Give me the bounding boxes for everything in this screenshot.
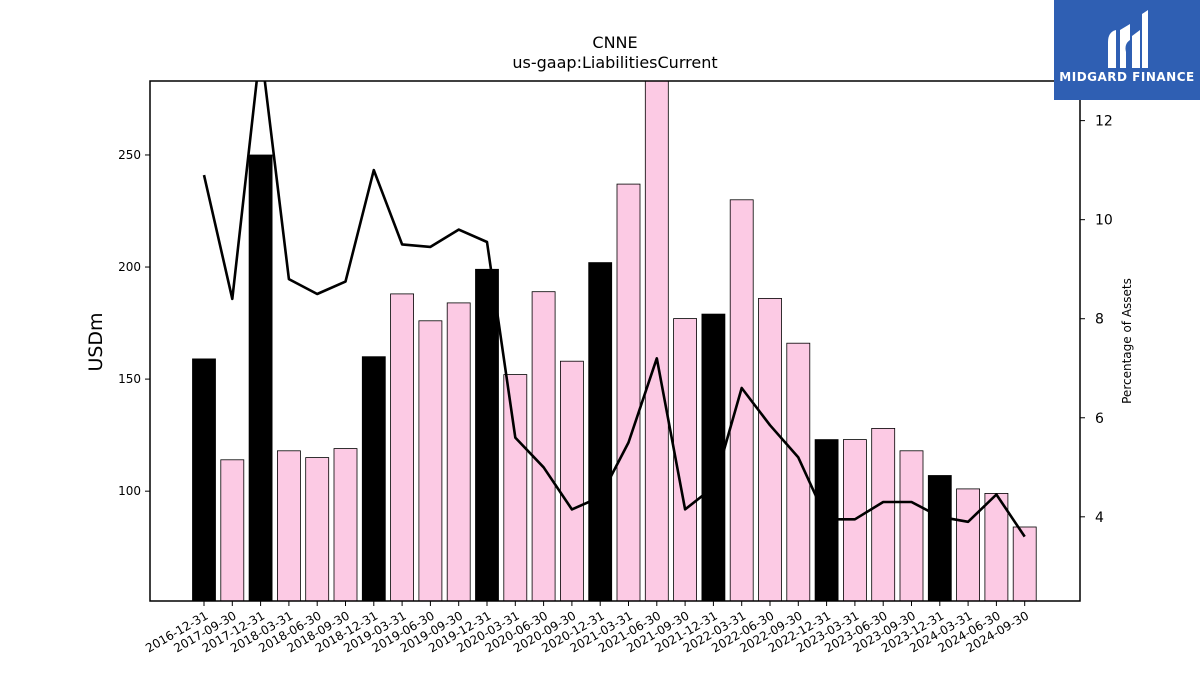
bar-2018-03-31 xyxy=(276,450,301,601)
line-group xyxy=(202,81,1026,538)
bar-2018-06-30 xyxy=(305,457,330,601)
bar-2017-09-30 xyxy=(220,459,245,601)
y-axis-right: 4 6 8 10 12 xyxy=(1080,114,1113,526)
y-axis-left: 100 150 200 250 xyxy=(118,148,150,498)
bar-2020-03-31 xyxy=(503,374,528,601)
y-tick-label: 250 xyxy=(118,148,141,162)
bar-2022-03-31 xyxy=(729,199,754,601)
y2-tick-label: 10 xyxy=(1095,213,1113,229)
bar-2018-12-31 xyxy=(361,356,386,601)
y2-tick-label: 12 xyxy=(1095,114,1113,130)
logo-text: MIDGARD FINANCE xyxy=(1059,70,1195,84)
bar-2021-06-30 xyxy=(644,81,669,601)
bar-2024-06-30 xyxy=(984,492,1009,601)
y2-axis-label: Percentage of Assets xyxy=(1120,278,1134,404)
y-tick-label: 100 xyxy=(118,484,141,498)
bar-2020-12-31 xyxy=(588,262,613,601)
bar-2019-12-31 xyxy=(475,268,499,601)
bar-2023-12-31 xyxy=(927,475,952,601)
x-axis: 2016-12-312017-09-302017-12-312018-03-31… xyxy=(143,601,1031,655)
bar-2024-03-31 xyxy=(956,488,980,601)
bar-2021-12-31 xyxy=(701,313,726,601)
chart-subtitle: us-gaap:LiabilitiesCurrent xyxy=(512,53,717,72)
bar-2020-06-30 xyxy=(531,291,556,601)
y-axis-label: USDm xyxy=(85,312,107,371)
bar-2019-09-30 xyxy=(446,302,471,601)
bar-2023-09-30 xyxy=(899,450,924,601)
plot-frame xyxy=(149,80,1081,602)
bar-2022-06-30 xyxy=(758,297,782,601)
bar-2016-12-31 xyxy=(192,358,216,601)
brand-logo: MIDGARD FINANCE xyxy=(1054,0,1200,100)
chart-title: CNNE xyxy=(592,33,637,52)
y2-tick-label: 6 xyxy=(1095,411,1104,427)
bar-2023-06-30 xyxy=(871,427,896,601)
logo-mark-icon xyxy=(1108,10,1148,68)
y-tick-label: 200 xyxy=(118,260,141,274)
y-tick-label: 150 xyxy=(118,372,141,386)
y2-tick-label: 8 xyxy=(1095,312,1104,328)
bar-2020-09-30 xyxy=(560,360,584,601)
y2-tick-label: 4 xyxy=(1095,510,1104,526)
bar-2017-12-31 xyxy=(248,154,273,601)
bar-2024-09-30 xyxy=(1012,526,1037,601)
bar-2021-09-30 xyxy=(673,318,697,601)
bar-2019-06-30 xyxy=(418,320,443,601)
bar-2022-09-30 xyxy=(786,342,811,601)
bars-group xyxy=(192,81,1037,601)
bar-2018-09-30 xyxy=(333,448,358,601)
bar-2019-03-31 xyxy=(390,293,415,601)
series-line-percentage-of-assets xyxy=(202,81,1026,538)
bar-2021-03-31 xyxy=(616,183,641,601)
